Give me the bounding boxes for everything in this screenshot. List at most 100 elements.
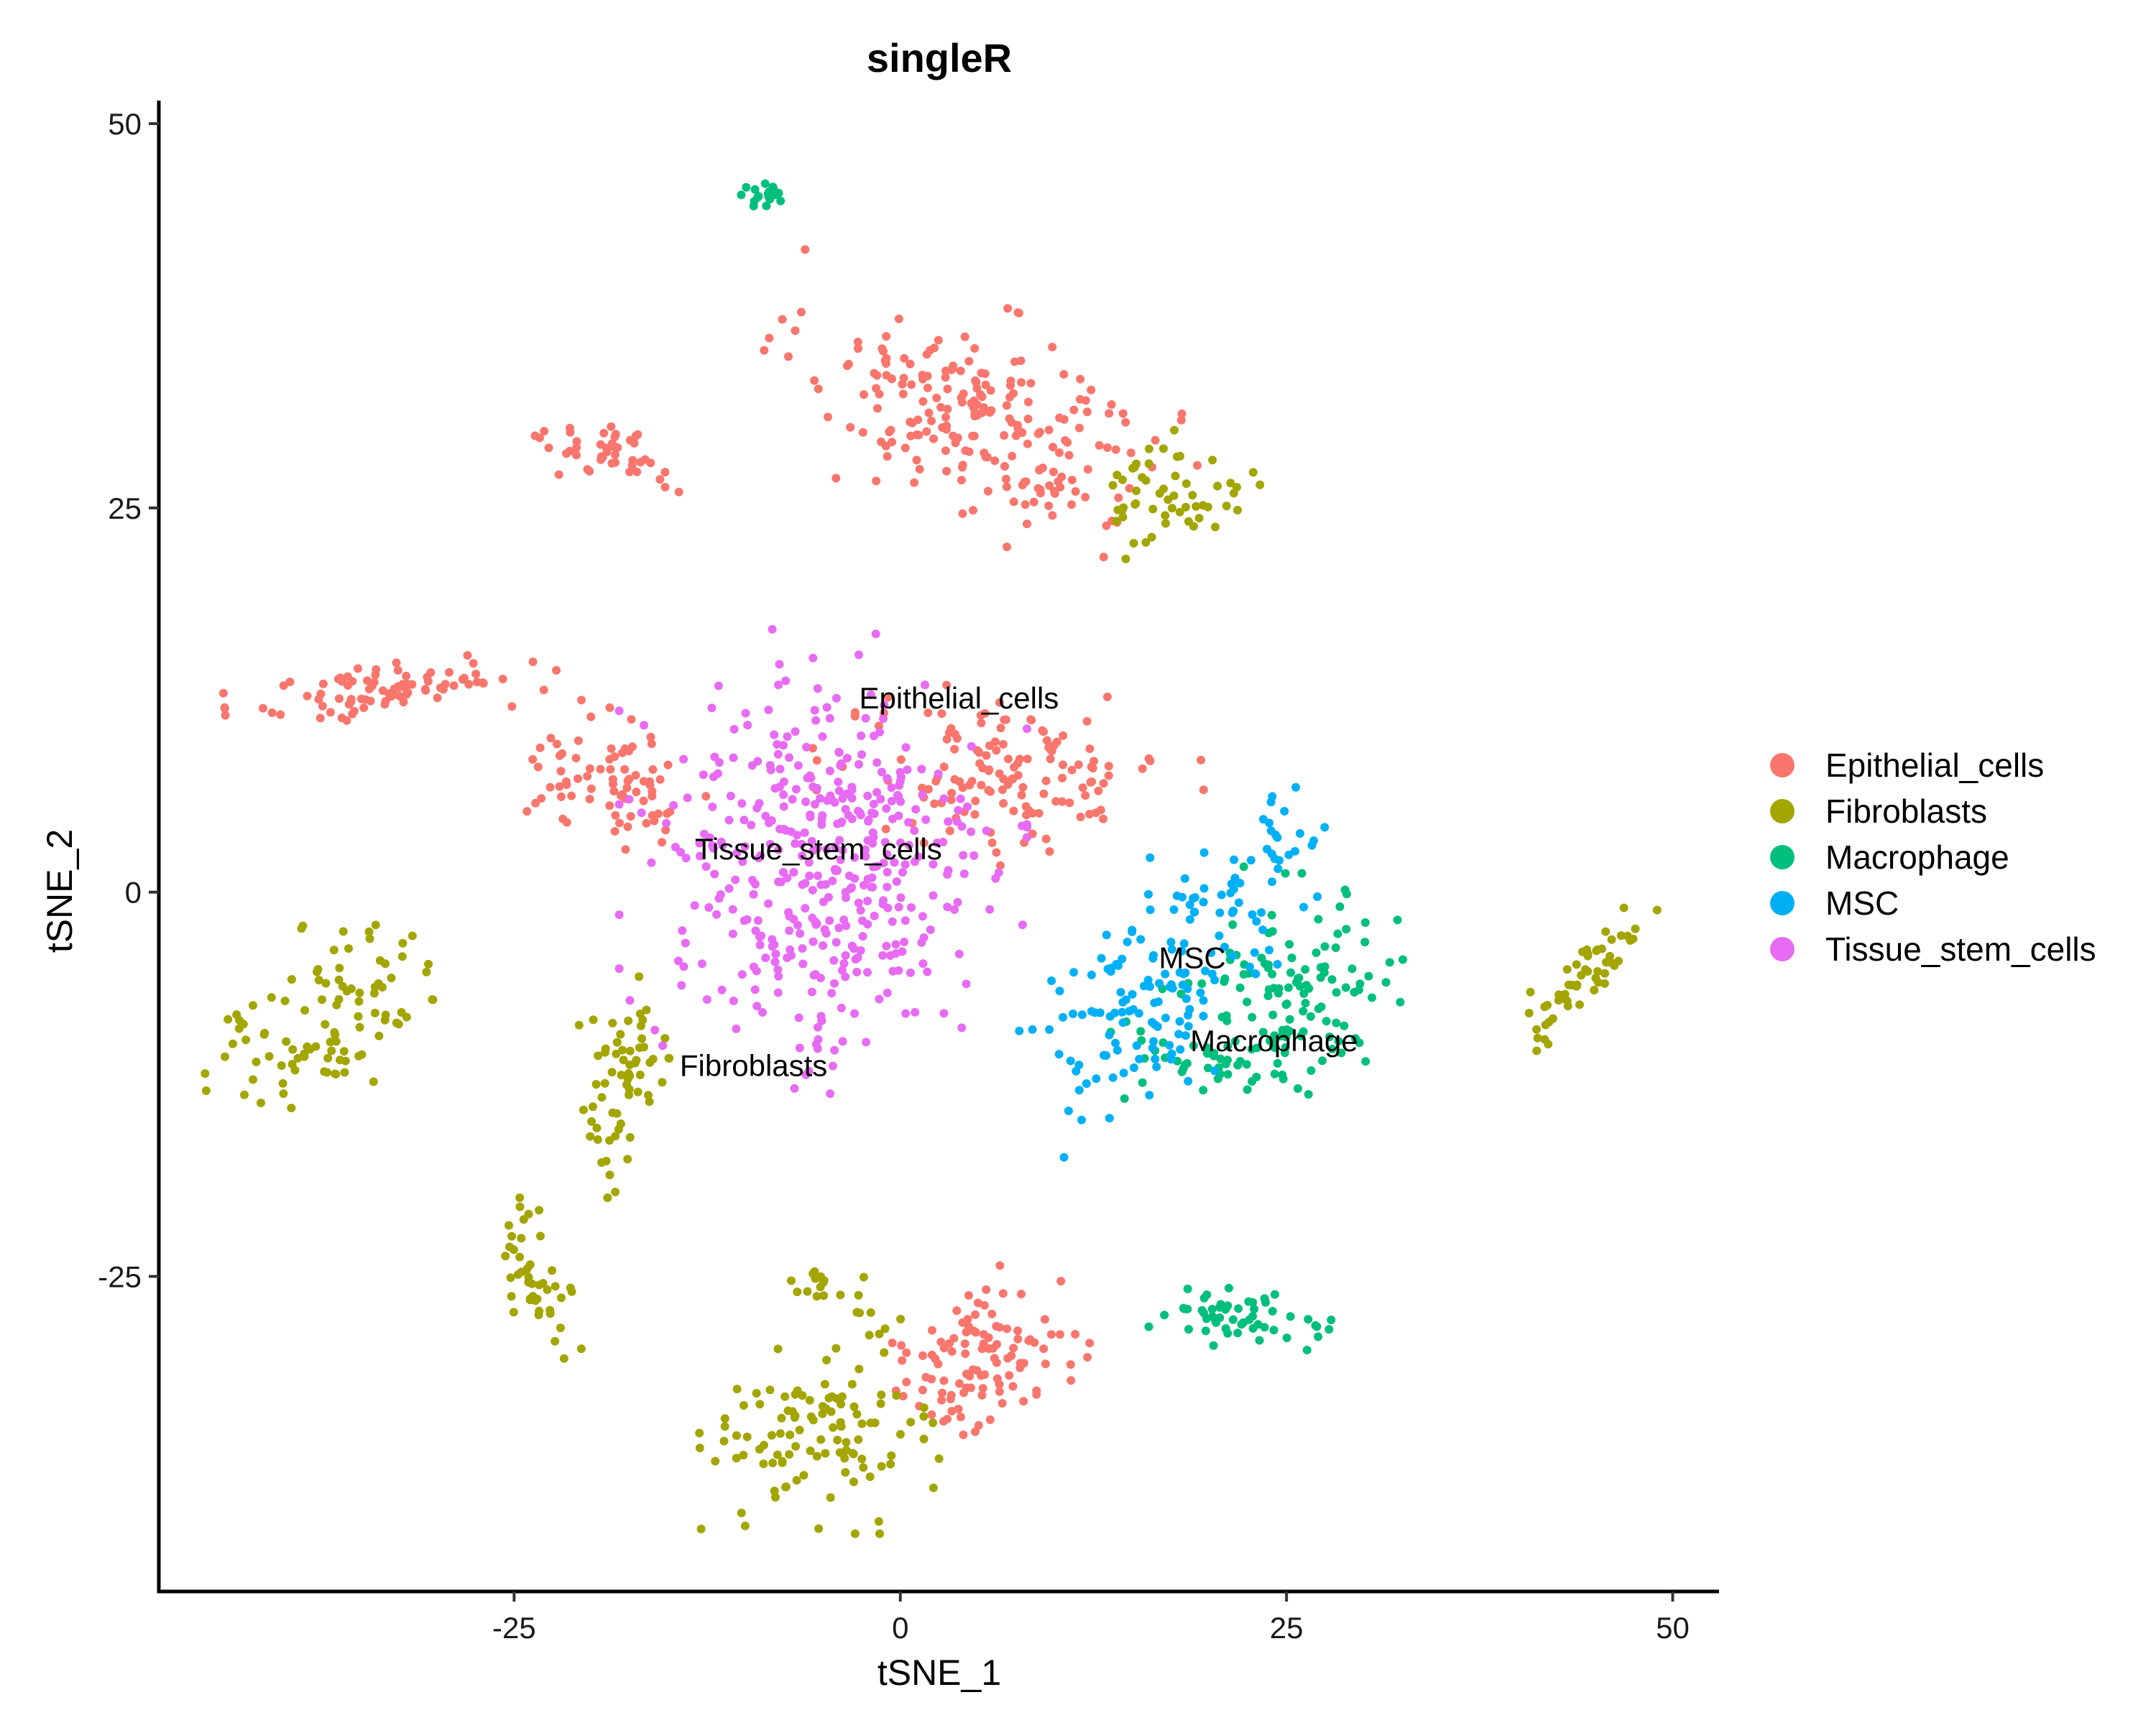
data-point bbox=[1135, 1055, 1144, 1063]
data-point bbox=[507, 702, 517, 711]
data-point bbox=[898, 1392, 908, 1401]
data-point bbox=[1340, 1021, 1349, 1030]
data-point bbox=[827, 989, 837, 998]
data-point bbox=[1628, 934, 1638, 943]
data-point bbox=[896, 838, 905, 847]
data-point bbox=[612, 1038, 622, 1047]
data-point bbox=[1261, 1298, 1270, 1307]
data-point bbox=[397, 952, 407, 961]
data-point bbox=[892, 1391, 901, 1400]
data-point bbox=[791, 785, 801, 794]
data-point bbox=[882, 804, 891, 813]
data-point bbox=[1173, 452, 1181, 461]
data-point bbox=[947, 1407, 957, 1415]
data-point bbox=[433, 693, 442, 703]
data-point bbox=[1189, 1041, 1198, 1050]
data-point bbox=[1301, 965, 1310, 974]
data-point bbox=[1248, 468, 1258, 477]
data-point bbox=[783, 732, 792, 741]
data-point bbox=[607, 458, 617, 468]
data-point bbox=[752, 966, 761, 976]
data-point bbox=[535, 743, 545, 752]
data-point bbox=[392, 658, 401, 667]
data-point bbox=[636, 458, 645, 467]
data-point bbox=[1136, 1027, 1146, 1036]
data-point bbox=[1583, 967, 1593, 976]
data-point bbox=[818, 732, 827, 741]
data-point bbox=[1223, 1055, 1232, 1065]
data-point bbox=[834, 923, 844, 933]
data-point bbox=[1199, 1293, 1209, 1303]
data-point bbox=[869, 800, 878, 808]
data-point bbox=[663, 760, 673, 770]
data-point bbox=[1066, 1056, 1075, 1066]
data-point bbox=[695, 1443, 704, 1453]
data-point bbox=[624, 1016, 633, 1025]
data-point bbox=[1257, 908, 1266, 917]
data-point bbox=[808, 937, 818, 946]
x-tick-label: 0 bbox=[892, 1611, 908, 1645]
data-point bbox=[1297, 869, 1307, 878]
data-point bbox=[967, 741, 976, 751]
data-point bbox=[314, 976, 323, 985]
data-point bbox=[761, 953, 770, 963]
data-point bbox=[825, 916, 834, 925]
data-point bbox=[726, 791, 735, 800]
data-point bbox=[546, 734, 556, 743]
data-point bbox=[870, 809, 879, 818]
data-point bbox=[380, 1015, 390, 1025]
data-point bbox=[369, 989, 379, 998]
data-point bbox=[754, 854, 763, 863]
data-point bbox=[950, 744, 959, 754]
data-point bbox=[954, 1405, 963, 1414]
data-point bbox=[945, 1339, 954, 1348]
cluster-label: Epithelial_cells bbox=[859, 681, 1059, 715]
legend: Epithelial_cells Fibroblasts Macrophage MSC… bbox=[1770, 747, 2096, 968]
data-point bbox=[786, 1431, 795, 1439]
data-point bbox=[879, 859, 888, 868]
data-point bbox=[880, 1348, 889, 1357]
data-point bbox=[1003, 304, 1013, 313]
data-point bbox=[828, 877, 837, 885]
data-point bbox=[422, 967, 431, 976]
data-point bbox=[252, 1058, 261, 1066]
data-point bbox=[1046, 754, 1055, 764]
data-point bbox=[781, 676, 791, 685]
data-point bbox=[249, 1001, 257, 1010]
data-point bbox=[767, 816, 776, 825]
data-point bbox=[959, 869, 969, 879]
data-point bbox=[616, 1030, 625, 1039]
data-point bbox=[585, 795, 594, 804]
data-point bbox=[1057, 797, 1067, 806]
data-point bbox=[900, 916, 910, 925]
data-point bbox=[963, 802, 972, 811]
data-point bbox=[779, 802, 788, 811]
data-point bbox=[846, 422, 855, 432]
data-point bbox=[879, 714, 888, 724]
data-point bbox=[986, 787, 995, 796]
data-point bbox=[992, 848, 1001, 857]
data-point bbox=[1652, 905, 1662, 915]
data-point bbox=[919, 1412, 929, 1421]
data-point bbox=[1008, 451, 1017, 461]
data-point bbox=[969, 851, 979, 860]
data-point bbox=[647, 858, 656, 867]
data-point bbox=[942, 734, 952, 744]
data-point bbox=[1160, 1311, 1169, 1320]
data-point bbox=[775, 764, 785, 774]
data-point bbox=[1572, 960, 1581, 969]
data-point bbox=[952, 817, 962, 826]
data-point bbox=[1286, 968, 1295, 977]
data-point bbox=[875, 1529, 884, 1538]
data-point bbox=[1003, 1324, 1012, 1334]
data-point bbox=[918, 783, 926, 793]
data-point bbox=[816, 1435, 826, 1444]
data-point bbox=[610, 827, 619, 836]
data-point bbox=[934, 770, 943, 778]
data-point bbox=[829, 956, 839, 965]
data-point bbox=[903, 765, 912, 775]
data-point bbox=[876, 1399, 885, 1408]
data-point bbox=[995, 698, 1004, 707]
data-point bbox=[1233, 1061, 1243, 1070]
data-point bbox=[1071, 1330, 1080, 1339]
